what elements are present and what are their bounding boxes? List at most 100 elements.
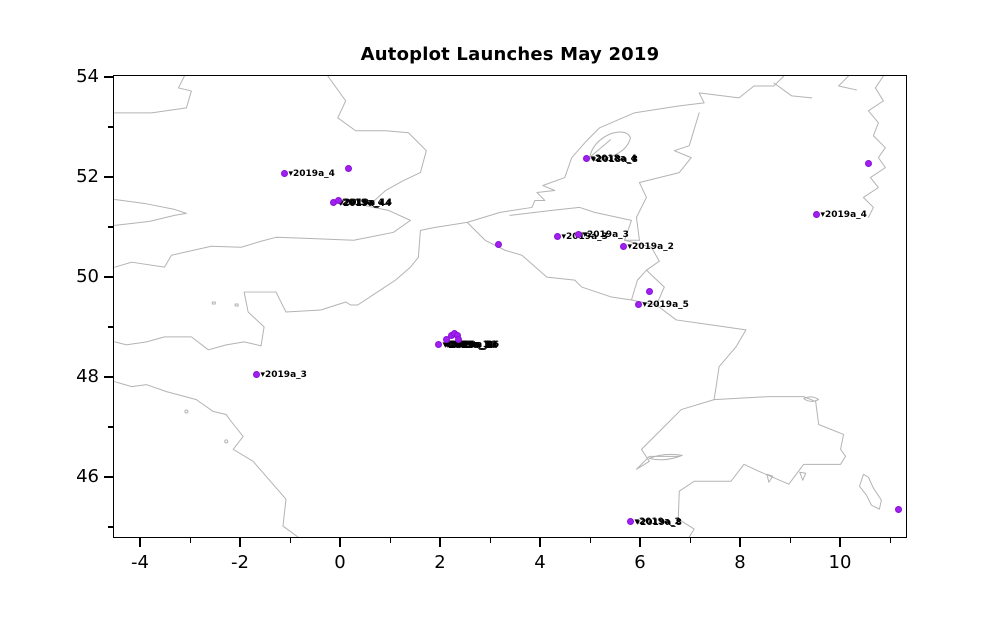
coast-wales — [114, 76, 192, 226]
data-point[interactable] — [454, 335, 462, 343]
data-point[interactable] — [574, 230, 582, 238]
x-major-tick — [339, 538, 341, 547]
border-be-de-lux — [624, 239, 665, 306]
data-point-label: ▾2019a_4 — [288, 169, 335, 179]
y-major-tick — [104, 276, 113, 278]
data-point[interactable] — [280, 169, 288, 177]
data-point[interactable] — [582, 154, 590, 162]
coast-continent-north — [114, 76, 785, 351]
x-major-tick — [739, 538, 741, 547]
data-point[interactable] — [434, 340, 442, 348]
data-point-label: ▾2018a_8 — [591, 155, 638, 165]
plot-area[interactable]: ▾2019a_4 ▾2019a_4 ▾2019a_44 ▾2019a_14 ▾2019a… — [113, 75, 907, 538]
x-major-tick — [239, 538, 241, 547]
data-point-label: ▾2018a_4 — [590, 154, 637, 164]
border-nl-de — [635, 112, 700, 241]
x-tick-label: 2 — [434, 552, 446, 573]
data-point[interactable] — [494, 240, 502, 248]
island-jersey — [234, 303, 239, 307]
data-point-label: ▾2019a_1a — [442, 340, 495, 350]
data-point-label: ▾2019a_11 — [444, 340, 498, 350]
data-point[interactable] — [553, 232, 561, 240]
x-minor-tick — [189, 538, 191, 543]
lake-maggiore — [766, 473, 774, 483]
data-point-label: ▾2019a_8 — [635, 518, 682, 528]
x-minor-tick — [489, 538, 491, 543]
y-tick-label: 48 — [76, 366, 99, 387]
x-tick-label: 4 — [534, 552, 546, 573]
island-belle-ile — [184, 409, 189, 414]
y-tick-label: 46 — [76, 466, 99, 487]
coast-biscay — [114, 381, 299, 537]
y-major-tick — [104, 176, 113, 178]
x-major-tick — [439, 538, 441, 547]
x-major-tick — [139, 538, 141, 547]
y-tick-label: 52 — [76, 166, 99, 187]
data-point-label: ▾2019a_14 — [445, 341, 499, 351]
data-point-label: ▾2019a_3 — [260, 370, 307, 380]
data-point[interactable] — [645, 287, 653, 295]
x-minor-tick — [289, 538, 291, 543]
data-point[interactable] — [619, 242, 627, 250]
lake-garda — [858, 473, 882, 510]
island-yeu — [224, 439, 229, 444]
lake-como — [799, 471, 807, 481]
y-minor-tick — [108, 326, 113, 328]
x-tick-label: 6 — [634, 552, 646, 573]
y-major-tick — [104, 376, 113, 378]
data-point-label: ▾2019a_5 — [642, 300, 689, 310]
data-point-label: ▾2019a_4 — [820, 210, 867, 220]
y-minor-tick — [108, 426, 113, 428]
data-point-label: ▾2019a_2 — [634, 517, 681, 527]
x-major-tick — [639, 538, 641, 547]
x-tick-label: 8 — [734, 552, 746, 573]
y-major-tick — [104, 76, 113, 78]
border-ch-fr — [635, 399, 715, 470]
chart-title: Autoplot Launches May 2019 — [360, 44, 660, 65]
lake-bodensee — [803, 396, 820, 402]
data-point-label: ▾2019a_2 — [627, 242, 674, 252]
data-point[interactable] — [634, 300, 642, 308]
data-point[interactable] — [864, 159, 872, 167]
x-minor-tick — [689, 538, 691, 543]
data-point[interactable] — [812, 210, 820, 218]
lake-geneva — [648, 453, 683, 461]
border-de-inner — [862, 76, 886, 218]
x-minor-tick — [789, 538, 791, 543]
x-tick-label: -2 — [231, 552, 249, 573]
y-minor-tick — [108, 226, 113, 228]
lake-ijsselmeer — [589, 131, 631, 161]
x-tick-label: 10 — [828, 552, 852, 573]
data-point[interactable] — [626, 517, 634, 525]
x-major-tick — [539, 538, 541, 547]
y-tick-label: 50 — [76, 266, 99, 287]
data-point-label: ▾2019a_44 — [338, 199, 392, 209]
y-major-tick — [104, 476, 113, 478]
data-point[interactable] — [252, 370, 260, 378]
data-point-label: ▾2019a_16 — [446, 340, 500, 350]
border-ch — [677, 396, 847, 537]
x-tick-label: 0 — [334, 552, 346, 573]
x-minor-tick — [889, 538, 891, 543]
x-tick-label: -4 — [131, 552, 149, 573]
x-minor-tick — [589, 538, 591, 543]
coast-elbe — [773, 76, 857, 99]
x-major-tick — [839, 538, 841, 547]
island-guernsey — [211, 301, 216, 305]
coast-england — [114, 76, 427, 268]
x-minor-tick — [389, 538, 391, 543]
data-point[interactable] — [442, 335, 450, 343]
data-point-label: ▾2019a_1b — [443, 341, 497, 351]
y-minor-tick — [108, 126, 113, 128]
border-fr-be-de — [466, 221, 747, 401]
data-point[interactable] — [334, 196, 342, 204]
coastline-map — [114, 76, 886, 537]
data-point[interactable] — [344, 164, 352, 172]
data-point-label: ▾2019a_14 — [339, 198, 393, 208]
y-tick-label: 54 — [76, 66, 99, 87]
data-point-label: ▾2019a_3 — [561, 232, 608, 242]
data-point-label: ▾2019a_4 — [337, 198, 384, 208]
data-point[interactable] — [894, 505, 902, 513]
y-minor-tick — [108, 526, 113, 528]
